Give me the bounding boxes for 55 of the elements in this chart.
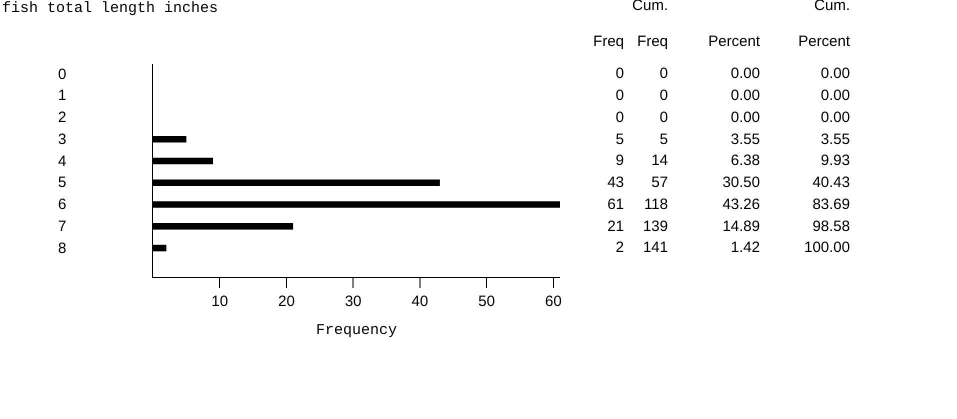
text: 14.89 <box>721 218 760 235</box>
x-tick-label: 60 <box>544 293 562 310</box>
text: 0.00 <box>820 108 850 126</box>
text: 3.55 <box>820 130 850 148</box>
text: 43.26 <box>721 196 760 213</box>
x-tick-label: 50 <box>478 293 495 310</box>
text: Percent <box>707 32 760 52</box>
chart-title: fish total length inches <box>2 0 218 17</box>
text: 0 <box>614 87 624 104</box>
text: 5 <box>614 130 624 148</box>
y-tick-label: 4 <box>58 153 66 170</box>
y-tick-label: 2 <box>58 109 66 126</box>
x-tick-label: 20 <box>278 293 295 310</box>
y-tick-label: 6 <box>58 196 66 213</box>
y-tick-label: 1 <box>58 87 66 104</box>
text: 5 <box>658 130 668 148</box>
text: 100.00 <box>803 239 850 256</box>
text: 9.93 <box>820 152 850 170</box>
x-axis-title: Frequency <box>316 322 398 339</box>
text: 40.43 <box>811 174 850 192</box>
text: 0 <box>658 65 668 82</box>
text: 0.00 <box>730 87 760 104</box>
text: 0 <box>614 108 624 126</box>
text: 0.00 <box>730 65 760 82</box>
y-tick-label: 0 <box>58 66 66 83</box>
text: 0 <box>658 108 668 126</box>
text: Freq <box>592 32 624 52</box>
text: 14 <box>650 152 668 170</box>
text: 0.00 <box>820 87 850 104</box>
x-tick-label: 30 <box>344 293 362 310</box>
text: 21 <box>606 218 624 235</box>
text: 83.69 <box>811 196 850 213</box>
text: 9 <box>614 152 624 170</box>
y-tick-label: 7 <box>58 218 66 235</box>
text: 141 <box>642 239 668 256</box>
y-tick-label: 8 <box>58 240 66 257</box>
text: 0.00 <box>730 108 760 126</box>
y-tick-label: 3 <box>58 131 66 148</box>
text: 61 <box>606 196 624 213</box>
text: 98.58 <box>811 218 850 235</box>
text: 1.42 <box>730 239 760 256</box>
text: 139 <box>642 218 668 235</box>
text: 3.55 <box>730 130 760 148</box>
text: 43 <box>606 174 624 192</box>
text: 57 <box>650 174 668 192</box>
text: 6.38 <box>730 152 760 170</box>
text: 118 <box>643 196 668 213</box>
text: 30.50 <box>721 174 760 192</box>
text: 2 <box>614 239 624 256</box>
text: 0 <box>658 87 668 104</box>
x-tick-label: 40 <box>412 293 428 310</box>
text: 0 <box>614 65 624 82</box>
text: 0.00 <box>820 65 850 82</box>
y-tick-label: 5 <box>58 174 66 191</box>
x-tick-label: 10 <box>211 293 228 310</box>
